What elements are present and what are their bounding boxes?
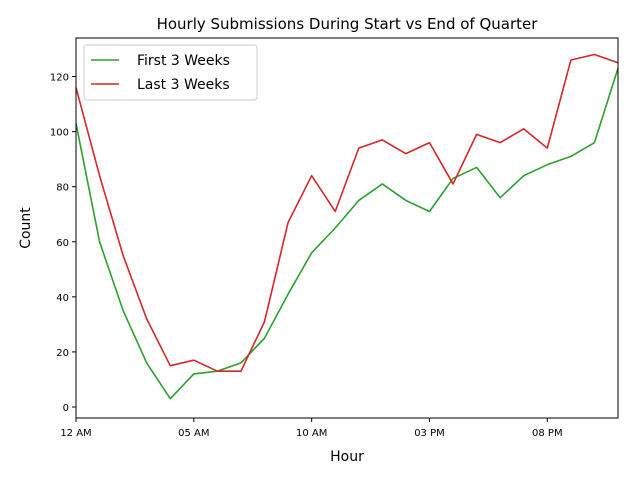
- x-axis-title: Hour: [330, 449, 364, 465]
- y-tick-label: 100: [50, 128, 69, 139]
- y-axis-ticks: 0 20 40 60 80 100 120: [50, 73, 76, 414]
- series-line-2: [75, 53, 619, 372]
- x-tick-label: 10 AM: [296, 428, 327, 439]
- chart-title: Hourly Submissions During Start vs End o…: [157, 15, 539, 33]
- legend-label-2: Last 3 Weeks: [137, 77, 230, 93]
- x-tick-label: 08 PM: [532, 428, 563, 439]
- plot-frame: [75, 37, 619, 419]
- plot-area: [75, 53, 619, 400]
- legend-box: [83, 44, 258, 101]
- x-tick-label: 03 PM: [414, 428, 445, 439]
- y-tick-label: 60: [56, 238, 69, 249]
- legend: First 3 Weeks Last 3 Weeks: [83, 44, 258, 101]
- x-axis-ticks: 12 AM 05 AM 10 AM 03 PM 08 PM: [60, 418, 563, 439]
- y-tick-label: 0: [63, 403, 69, 414]
- y-tick-label: 20: [56, 348, 69, 359]
- x-tick-label: 05 AM: [178, 428, 209, 439]
- x-tick-label: 12 AM: [60, 428, 91, 439]
- y-tick-label: 40: [56, 293, 69, 304]
- legend-label-1: First 3 Weeks: [137, 53, 230, 69]
- y-axis-title: Count: [18, 207, 34, 249]
- y-tick-label: 120: [50, 73, 69, 84]
- y-tick-label: 80: [56, 183, 69, 194]
- series-line-1: [75, 68, 619, 400]
